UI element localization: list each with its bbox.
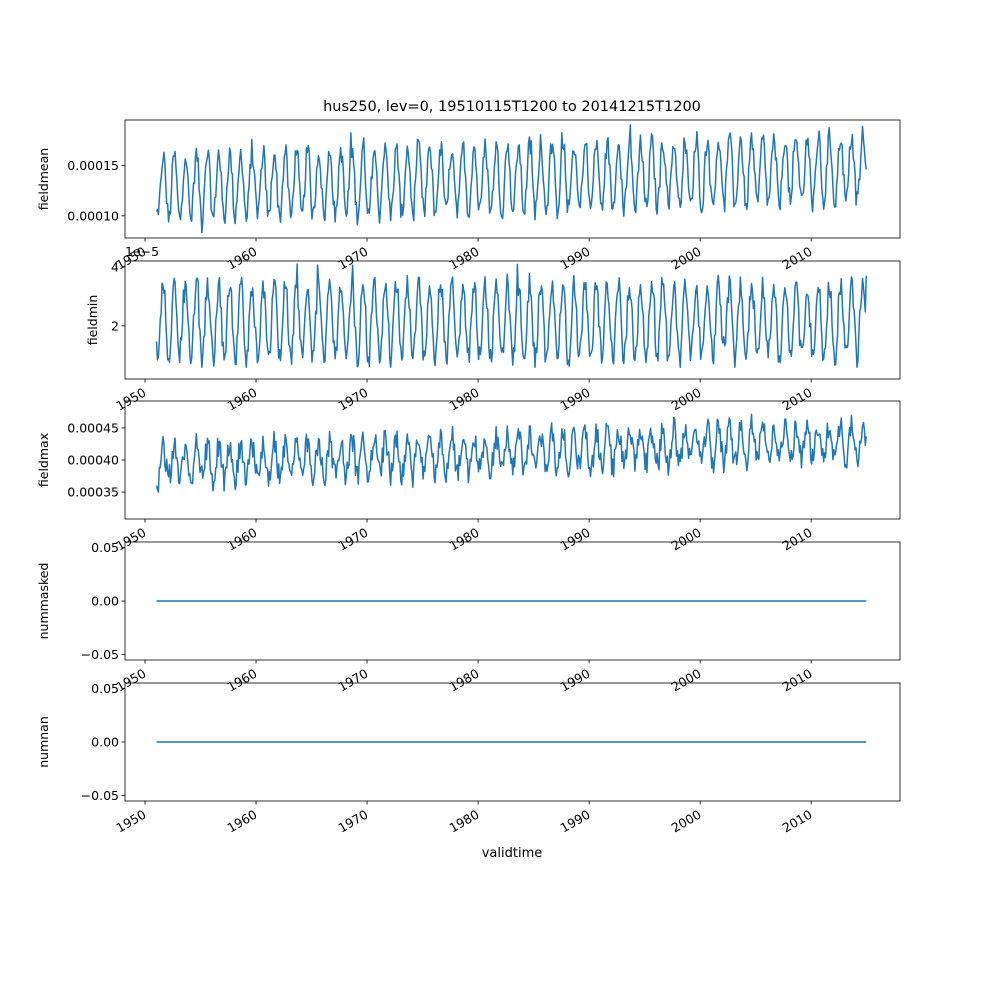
x-tick-label: 1980 (447, 385, 482, 414)
x-tick-label: 1950 (113, 385, 148, 414)
axes-frame (124, 119, 901, 239)
figure-title: hus250, lev=0, 19510115T1200 to 20141215… (323, 99, 701, 115)
y-tick-label: 0.00045 (67, 420, 119, 435)
x-tick-label: 2000 (669, 385, 704, 414)
series-line-fieldmin (155, 263, 867, 368)
axes-frame (124, 260, 901, 380)
y-tick-label: 4 (111, 259, 119, 274)
x-tick-label: 2010 (780, 244, 815, 273)
x-tick-label: 2010 (780, 385, 815, 414)
y-tick-label: 0.05 (91, 540, 119, 555)
y-axis-label: numnan (36, 716, 51, 768)
x-tick-label: 2010 (780, 525, 815, 554)
y-tick-label: 0.05 (91, 681, 119, 696)
x-tick-label: 1950 (113, 807, 148, 836)
x-tick-label: 1970 (335, 807, 370, 836)
series-line-fieldmean (155, 124, 867, 234)
y-tick-label: 0.00 (91, 594, 119, 609)
subplot-numnan: −0.05 0.00 0.05 1950 1960 1970 1980 1990 2000 201… (36, 681, 901, 836)
y-tick-label: −0.05 (81, 788, 119, 803)
x-tick-label: 2010 (780, 666, 815, 695)
x-tick-label: 1990 (558, 385, 593, 414)
x-tick-label: 2000 (669, 525, 704, 554)
x-tick-label: 1990 (558, 525, 593, 554)
x-tick-label: 1960 (224, 525, 259, 554)
x-tick-label: 1980 (447, 666, 482, 695)
series-line-fieldmax (155, 413, 867, 493)
x-tick-label: 2010 (780, 807, 815, 836)
y-tick-label: 0.00040 (67, 453, 119, 468)
x-tick-label: 2000 (669, 244, 704, 273)
y-tick-label: 0.00 (91, 735, 119, 750)
y-tick-label: 0.00010 (67, 208, 119, 223)
subplot-fieldmin: 2 4 1950 1960 1970 1980 1990 2000 2010 fieldmin 1e… (85, 244, 901, 414)
x-tick-label: 2000 (669, 666, 704, 695)
y-axis-label: nummasked (36, 563, 51, 640)
x-tick-label: 1990 (558, 666, 593, 695)
x-tick-label: 1980 (447, 525, 482, 554)
x-tick-label: 1970 (335, 385, 370, 414)
y-tick-label: 0.00015 (67, 158, 119, 173)
x-tick-label: 1960 (224, 244, 259, 273)
y-tick-label: −0.05 (81, 647, 119, 662)
x-tick-label: 1980 (447, 244, 482, 273)
x-axis-label: validtime (482, 846, 543, 861)
x-tick-label: 1960 (224, 385, 259, 414)
y-offset-text: 1e−5 (125, 244, 159, 259)
y-tick-label: 2 (111, 318, 119, 333)
y-axis-label: fieldmax (36, 433, 51, 487)
x-tick-label: 1980 (447, 807, 482, 836)
x-tick-label: 1990 (558, 244, 593, 273)
y-axis-label: fieldmin (85, 295, 100, 346)
y-tick-label: 0.00035 (67, 485, 119, 500)
x-tick-label: 1990 (558, 807, 593, 836)
x-tick-label: 2000 (669, 807, 704, 836)
x-tick-label: 1970 (335, 666, 370, 695)
x-tick-label: 1960 (224, 666, 259, 695)
y-axis-label: fieldmean (36, 148, 51, 210)
x-tick-label: 1970 (335, 525, 370, 554)
x-tick-label: 1960 (224, 807, 259, 836)
